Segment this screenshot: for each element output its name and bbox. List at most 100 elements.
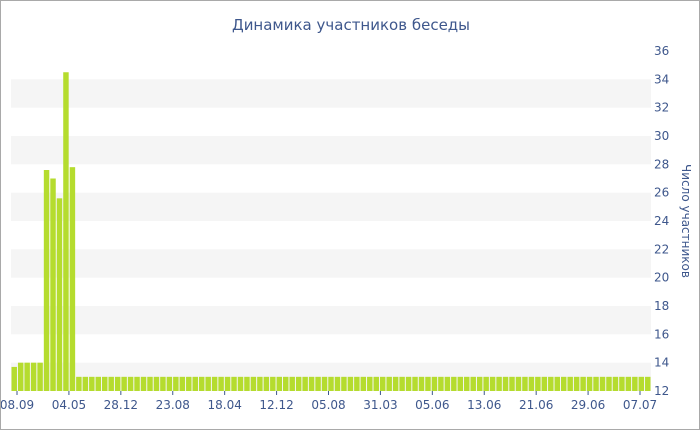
bar <box>451 376 457 391</box>
y-tick-label: 22 <box>654 242 669 256</box>
bar <box>334 376 341 391</box>
bar <box>489 376 496 391</box>
bar <box>160 376 166 391</box>
y-tick-label: 34 <box>654 72 669 86</box>
x-tick-label: 05.08 <box>311 398 345 412</box>
bar <box>535 376 541 391</box>
bar <box>244 376 250 391</box>
bar <box>522 376 528 391</box>
x-tick-label: 08.09 <box>1 398 34 412</box>
bar <box>412 376 418 391</box>
bar <box>399 376 405 391</box>
bar <box>464 376 470 391</box>
bar <box>82 376 89 391</box>
y-tick-label: 12 <box>654 384 669 398</box>
bar <box>496 376 502 391</box>
bar <box>328 376 334 391</box>
bar <box>179 376 186 391</box>
bar <box>606 376 612 391</box>
bar <box>250 376 257 391</box>
bar <box>211 376 218 391</box>
grid-bands <box>11 79 651 391</box>
bar <box>147 376 153 391</box>
bar <box>483 376 489 391</box>
bar <box>625 376 632 391</box>
bar <box>302 376 308 391</box>
bar <box>425 376 431 391</box>
bar <box>560 376 567 391</box>
bar <box>392 376 399 391</box>
bar <box>134 376 140 391</box>
bar <box>367 376 373 391</box>
bar <box>632 376 638 391</box>
x-tick-label: 23.08 <box>156 398 190 412</box>
bar <box>102 376 108 391</box>
bar <box>645 376 651 391</box>
bar <box>444 376 451 391</box>
y-tick-label: 26 <box>654 186 669 200</box>
y-axis-label: Число участников <box>679 164 693 278</box>
bar <box>502 376 509 391</box>
bar <box>218 376 224 391</box>
bar <box>95 376 102 391</box>
bar <box>224 376 231 391</box>
bar <box>289 376 295 391</box>
bar <box>638 376 645 391</box>
bar <box>198 376 205 391</box>
bar <box>11 366 17 391</box>
bar <box>24 362 30 391</box>
bar <box>379 376 386 391</box>
x-tick-label: 18.04 <box>207 398 241 412</box>
bar <box>573 376 580 391</box>
bar <box>231 376 237 391</box>
bar <box>166 376 173 391</box>
bar <box>30 362 37 391</box>
bar <box>276 376 283 391</box>
bar <box>470 376 476 391</box>
bar <box>63 72 69 391</box>
y-tick-label: 30 <box>654 129 669 143</box>
bar <box>386 376 392 391</box>
bar <box>43 170 50 391</box>
bar <box>56 198 63 391</box>
bar <box>354 376 360 391</box>
bar <box>295 376 302 391</box>
bar <box>114 376 121 391</box>
x-tick-label: 21.06 <box>519 398 553 412</box>
bar <box>593 376 599 391</box>
bar <box>121 376 127 391</box>
bar <box>580 376 586 391</box>
bar <box>515 376 522 391</box>
bar <box>567 376 573 391</box>
bar <box>50 178 56 391</box>
x-tick-label: 07.07 <box>623 398 657 412</box>
y-tick-label: 28 <box>654 157 669 171</box>
bar <box>270 376 276 391</box>
bar <box>153 376 160 391</box>
bar <box>205 376 211 391</box>
bar <box>360 376 367 391</box>
y-tick-label: 24 <box>654 214 669 228</box>
bar <box>548 376 554 391</box>
grid-band <box>11 79 651 108</box>
bar <box>373 376 379 391</box>
grid-band <box>11 306 651 335</box>
x-tick-label: 31.03 <box>363 398 397 412</box>
bar <box>308 376 315 391</box>
bar <box>186 376 192 391</box>
bar <box>612 376 619 391</box>
bar <box>315 376 321 391</box>
x-tick-label: 28.12 <box>104 398 138 412</box>
x-tick-label: 29.06 <box>571 398 605 412</box>
bar <box>140 376 147 391</box>
bar <box>283 376 289 391</box>
bar <box>457 376 464 391</box>
bar <box>431 376 438 391</box>
bar <box>528 376 535 391</box>
x-tick-label: 13.06 <box>467 398 501 412</box>
grid-band <box>11 192 651 221</box>
bar <box>599 376 606 391</box>
x-tick-label: 05.06 <box>415 398 449 412</box>
bar <box>438 376 444 391</box>
